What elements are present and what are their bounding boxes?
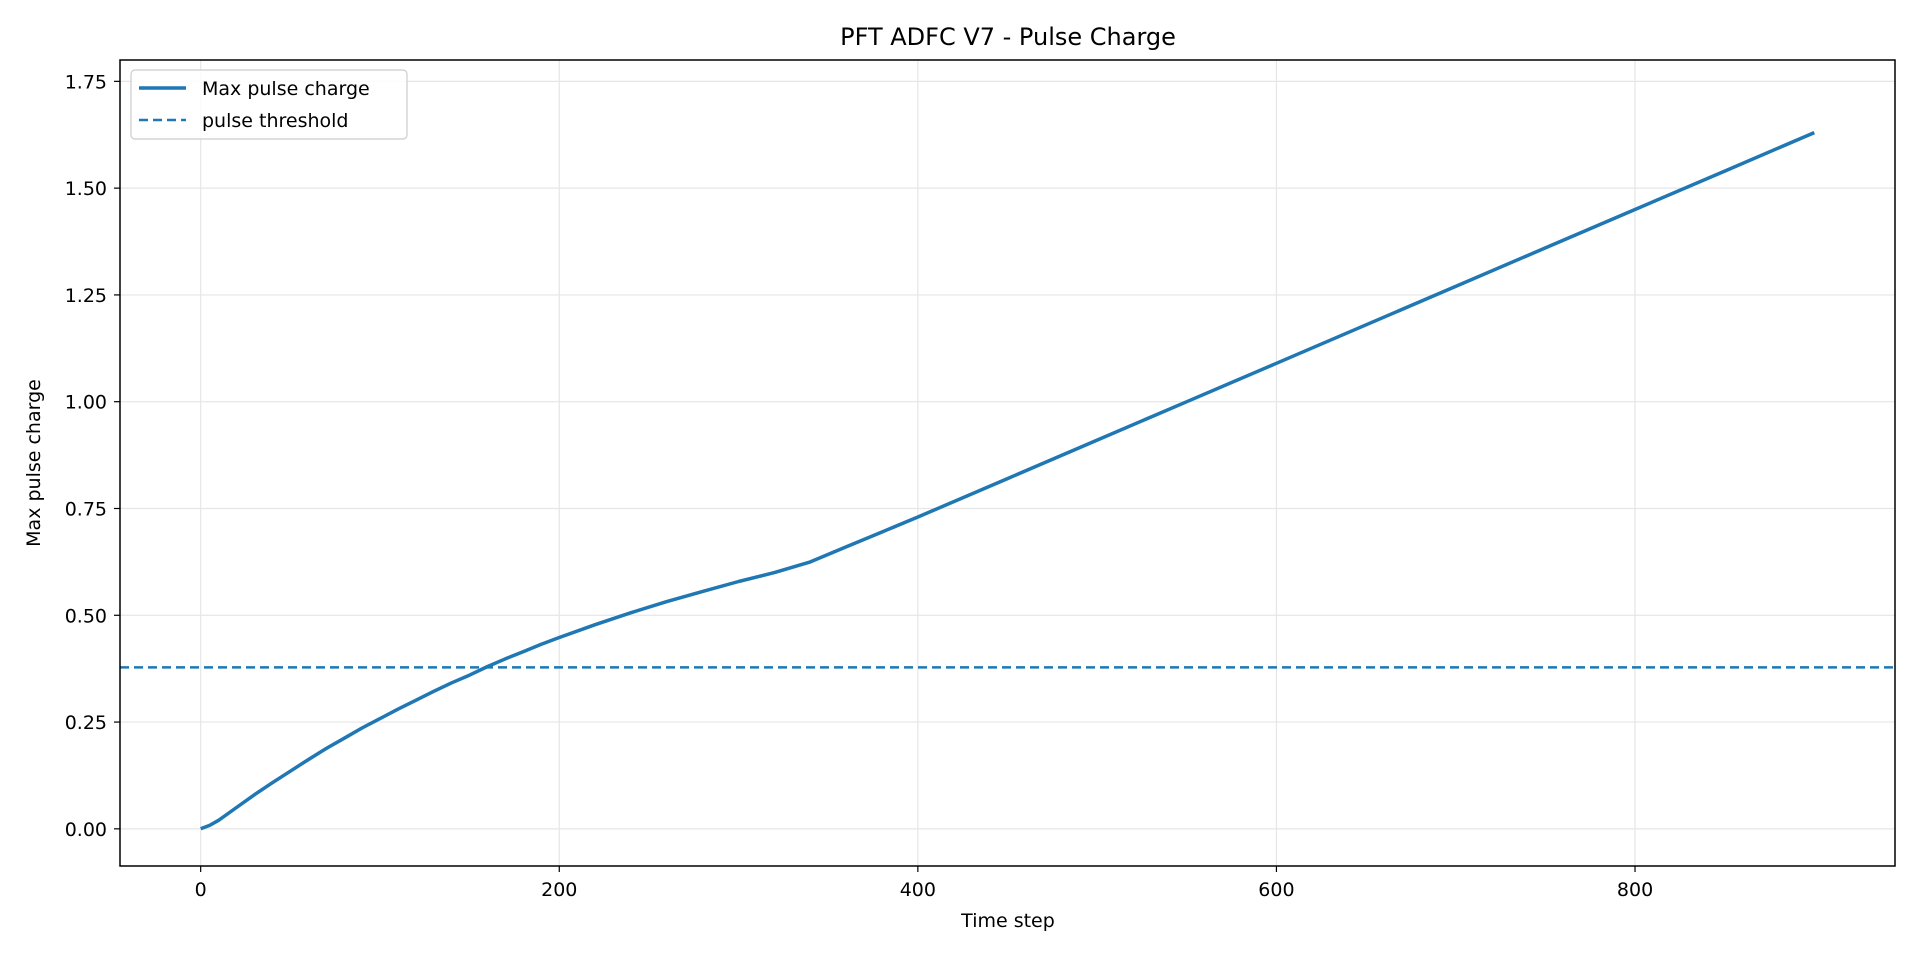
chart-title: PFT ADFC V7 - Pulse Charge — [840, 23, 1176, 51]
max-pulse-charge-line — [200, 130, 1815, 831]
x-tick-label: 200 — [541, 879, 577, 901]
plot-frame — [119, 59, 1896, 867]
x-tick-label: 400 — [900, 879, 936, 901]
x-tick-label: 800 — [1617, 879, 1653, 901]
legend: Max pulse charge pulse threshold — [130, 69, 408, 140]
y-tick-label: 0.00 — [65, 819, 107, 841]
x-tick-label: 0 — [195, 879, 207, 901]
x-axis-label: Time step — [960, 910, 1055, 932]
x-tick-label: 600 — [1258, 879, 1294, 901]
y-tick-label: 0.75 — [65, 498, 107, 520]
y-tick-label: 1.50 — [65, 178, 107, 200]
tick-layer: 0 200 400 600 800 0.00 0.25 0.50 0.75 1.00 1.25 1.5… — [65, 71, 1653, 901]
y-axis-label: Max pulse charge — [23, 379, 45, 547]
y-tick-label: 0.25 — [65, 712, 107, 734]
data-layer — [120, 130, 1895, 831]
y-tick-label: 0.50 — [65, 605, 107, 627]
y-tick-label: 1.25 — [65, 285, 107, 307]
y-tick-label: 1.00 — [65, 392, 107, 414]
legend-label-pulse-threshold: pulse threshold — [202, 110, 349, 132]
legend-label-max-pulse-charge: Max pulse charge — [202, 78, 370, 100]
grid-layer — [120, 60, 1895, 866]
y-tick-label: 1.75 — [65, 71, 107, 93]
legend-box — [130, 69, 408, 140]
